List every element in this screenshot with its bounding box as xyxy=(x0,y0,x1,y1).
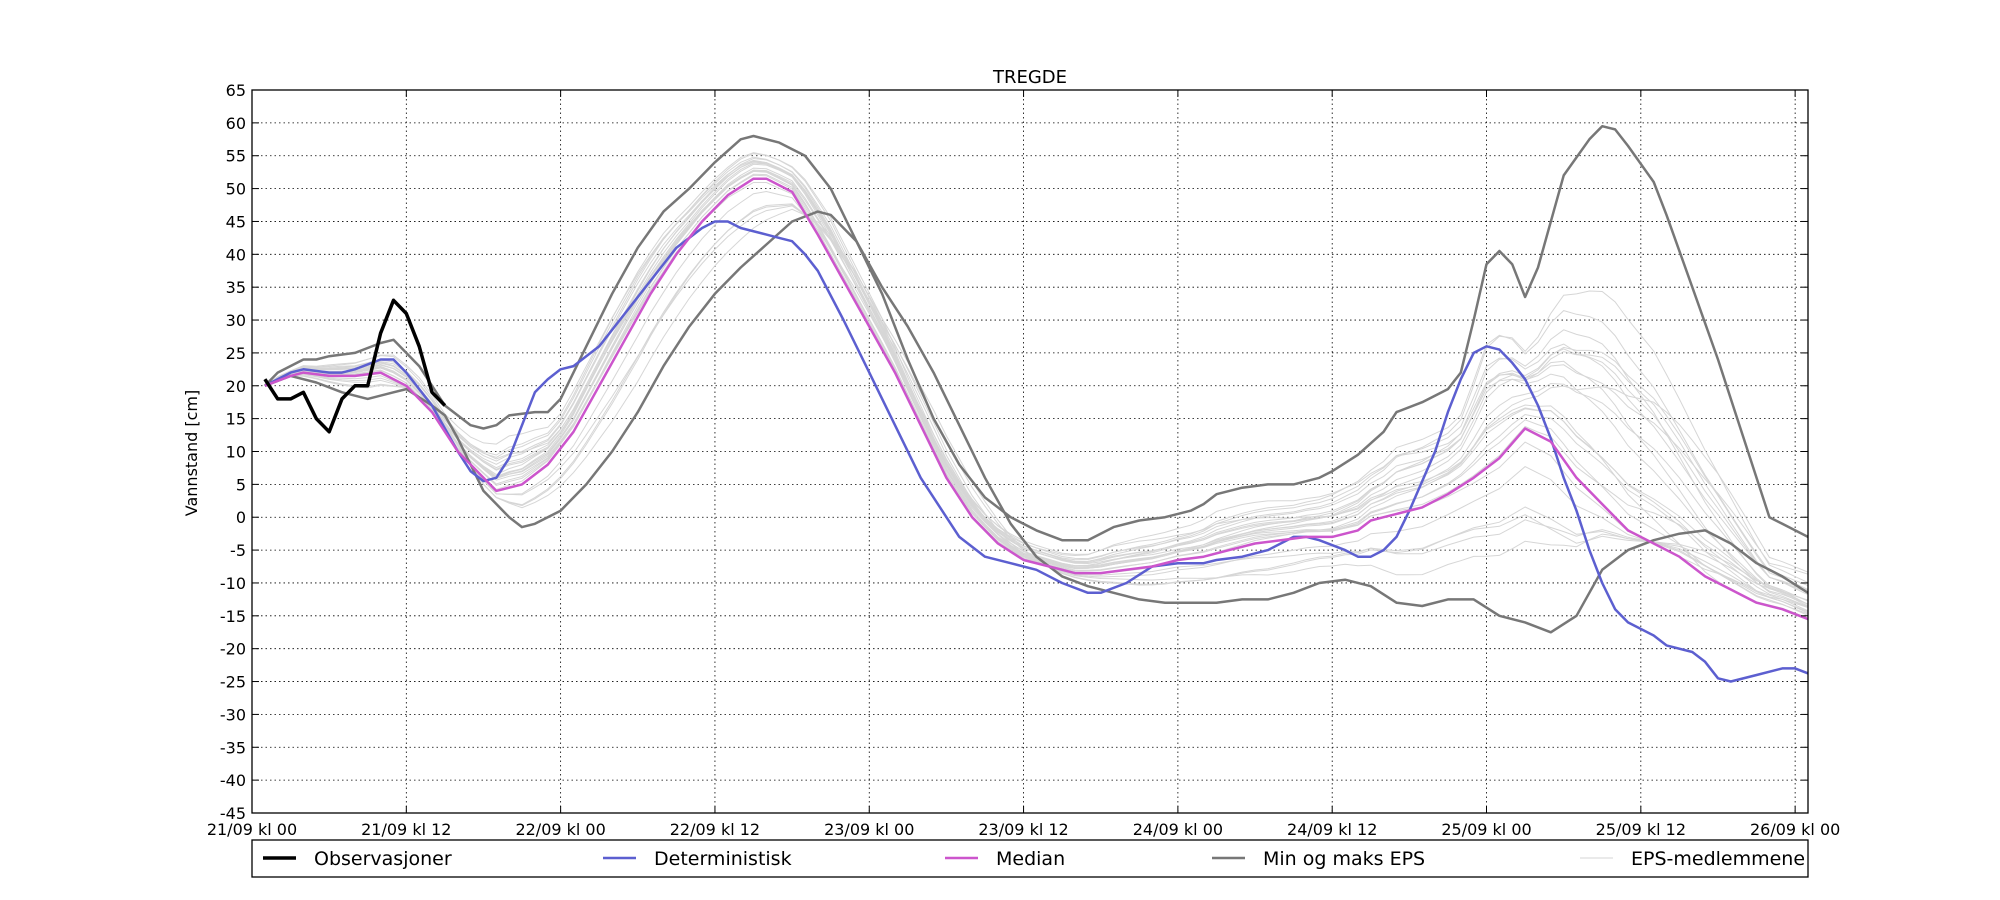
y-tick-label: -25 xyxy=(220,673,246,692)
y-tick-label: -20 xyxy=(220,640,246,659)
series-lines xyxy=(263,124,1808,683)
legend-label: Min og maks EPS xyxy=(1263,848,1425,870)
x-tick-label: 24/09 kl 12 xyxy=(1287,820,1377,839)
y-tick-label: 0 xyxy=(236,508,246,527)
y-tick-label: 30 xyxy=(226,311,246,330)
y-tick-label: -45 xyxy=(220,804,246,823)
eps-member-line xyxy=(264,169,1808,601)
eps-member-line xyxy=(264,205,1808,616)
x-tick-label: 22/09 kl 00 xyxy=(515,820,605,839)
x-tick-label: 22/09 kl 12 xyxy=(670,820,760,839)
eps-member-line xyxy=(264,162,1808,591)
eps-member-line xyxy=(264,167,1808,602)
eps-member-line xyxy=(264,170,1808,608)
y-tick-label: 10 xyxy=(226,443,246,462)
x-tick-label: 23/09 kl 12 xyxy=(978,820,1068,839)
eps-member-line xyxy=(264,152,1808,587)
axis-ticks: 65605550454035302520151050-5-10-15-20-25… xyxy=(207,81,1840,839)
y-tick-label: -35 xyxy=(220,738,246,757)
eps-member-line xyxy=(264,177,1808,605)
y-tick-label: 25 xyxy=(226,344,246,363)
eps-member-line xyxy=(264,153,1808,584)
y-tick-label: -5 xyxy=(230,541,246,560)
eps-member-line xyxy=(264,161,1808,601)
x-tick-label: 25/09 kl 12 xyxy=(1596,820,1686,839)
y-tick-label: -30 xyxy=(220,705,246,724)
legend-label: Deterministisk xyxy=(654,848,792,870)
y-tick-label: 15 xyxy=(226,410,246,429)
y-tick-label: -15 xyxy=(220,607,246,626)
y-tick-label: 65 xyxy=(226,81,246,100)
y-tick-label: 60 xyxy=(226,114,246,133)
y-tick-label: 5 xyxy=(236,475,246,494)
min-og-maks-eps-line xyxy=(264,124,1808,542)
x-tick-label: 21/09 kl 00 xyxy=(207,820,297,839)
min-eps-line xyxy=(264,210,1808,634)
eps-member-line xyxy=(264,173,1808,613)
y-tick-label: 20 xyxy=(226,377,246,396)
eps-member-line xyxy=(264,182,1808,609)
eps-member-line xyxy=(264,169,1808,573)
y-tick-label: 55 xyxy=(226,147,246,166)
grid xyxy=(252,90,1808,813)
y-tick-label: 50 xyxy=(226,180,246,199)
y-tick-label: -40 xyxy=(220,771,246,790)
deterministisk-line xyxy=(264,220,1808,683)
eps-member-line xyxy=(264,160,1808,594)
y-tick-label: 35 xyxy=(226,278,246,297)
legend-label: EPS-medlemmene xyxy=(1631,848,1805,870)
chart-title: TREGDE xyxy=(992,67,1067,88)
legend-label: Observasjoner xyxy=(314,848,452,870)
y-tick-label: -10 xyxy=(220,574,246,593)
y-axis-label: Vannstand [cm] xyxy=(182,390,201,516)
x-tick-label: 24/09 kl 00 xyxy=(1133,820,1223,839)
x-tick-label: 23/09 kl 00 xyxy=(824,820,914,839)
eps-member-line xyxy=(264,163,1808,596)
x-tick-label: 25/09 kl 00 xyxy=(1441,820,1531,839)
legend-label: Median xyxy=(996,848,1065,870)
x-tick-label: 21/09 kl 12 xyxy=(361,820,451,839)
eps-member-line xyxy=(264,156,1808,591)
y-tick-label: 40 xyxy=(226,245,246,264)
x-tick-label: 26/09 kl 00 xyxy=(1750,820,1840,839)
median-line xyxy=(264,177,1808,621)
eps-member-line xyxy=(264,204,1808,606)
eps-member-line xyxy=(264,203,1808,607)
observasjoner-line xyxy=(263,298,447,434)
legend-frame xyxy=(251,839,1809,878)
eps-member-lines xyxy=(264,152,1808,619)
eps-member-line xyxy=(264,190,1808,614)
plot-area xyxy=(251,89,1809,814)
legend: Observasjoner Deterministisk Median Min og … xyxy=(251,839,1809,878)
y-tick-label: 45 xyxy=(226,212,246,231)
